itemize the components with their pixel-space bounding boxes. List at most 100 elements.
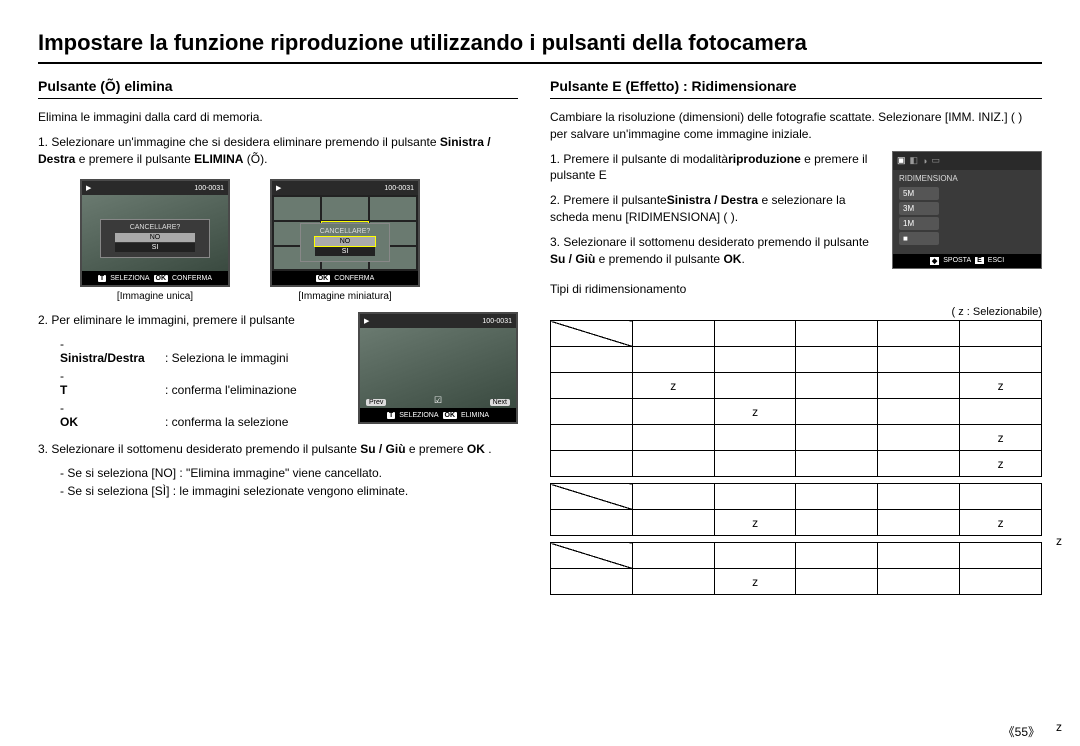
r-step2-bold: Sinistra / Destra	[667, 193, 758, 207]
menu-title: RIDIMENSIONA	[893, 170, 1041, 185]
table-header-cell	[632, 543, 714, 569]
table-cell: z	[960, 425, 1042, 451]
resize-menu-lcd: ▣ ◧ ◑ ▭ RIDIMENSIONA 5M 3M 1M ■ ◆ SPOS	[892, 151, 1042, 269]
r-step1-pre: 1. Premere il pulsante di modalità	[550, 152, 728, 166]
r-step3: 3. Selezionare il sottomenu desiderato p…	[550, 234, 884, 268]
table-header-cell	[551, 321, 633, 347]
table-cell	[796, 569, 878, 595]
table-cell	[796, 451, 878, 477]
table-header-cell	[714, 484, 796, 510]
stray-z-1: z	[1056, 534, 1062, 548]
tab-icon-1: ▣	[897, 155, 906, 166]
play-icon: ▶	[364, 317, 369, 325]
table-cell	[878, 510, 960, 536]
page-title: Impostare la funzione riproduzione utili…	[38, 30, 1042, 64]
menu-label-move: SPOSTA	[943, 257, 971, 264]
thumbnail-grid: CANCELLARE? NO SI	[272, 195, 418, 271]
step1: 1. Selezionare un'immagine che si deside…	[38, 134, 518, 168]
table-cell	[960, 399, 1042, 425]
table-cell	[632, 451, 714, 477]
lcd-thumb-block: ▶ 100-0031 CANCELLARE? NO SI	[270, 179, 420, 302]
menu-item-0: 5M	[899, 187, 939, 200]
lcd-thumb: ▶ 100-0031 CANCELLARE? NO SI	[270, 179, 420, 287]
prev-label: Prev	[366, 399, 386, 406]
r-step3-bold2: OK	[723, 252, 741, 266]
lcd-single: ▶ 100-0031 CANCELLARE? NO SI T SELEZIONA	[80, 179, 230, 287]
r-step1: 1. Premere il pulsante di modalitàriprod…	[550, 151, 884, 185]
r-step3-bold: Su / Giù	[550, 252, 595, 266]
step3-item-b: Se si seleziona [SÌ] : le immagini selez…	[60, 484, 518, 498]
table-cell	[551, 510, 633, 536]
step2-b-val: : conferma l'eliminazione	[165, 383, 297, 397]
menu-item-2: 1M	[899, 217, 939, 230]
table-cell	[714, 425, 796, 451]
table-header-cell	[796, 321, 878, 347]
table-cell	[796, 425, 878, 451]
stray-z-2: z	[1056, 720, 1062, 734]
label-seleziona: SELEZIONA	[110, 275, 149, 282]
r-step3-pre: 3. Selezionare il sottomenu desiderato p…	[550, 235, 869, 249]
table-cell	[632, 347, 714, 373]
table-cell: z	[714, 510, 796, 536]
r-step1-bold: riproduzione	[728, 152, 801, 166]
table-cell	[796, 347, 878, 373]
table-cell	[632, 399, 714, 425]
right-intro: Cambiare la risoluzione (dimensioni) del…	[550, 109, 1042, 143]
menu-items: 5M 3M 1M ■	[893, 187, 1041, 245]
table-cell	[632, 569, 714, 595]
check-icon: ☑	[434, 395, 442, 406]
step3-bold: Su / Giù	[360, 442, 405, 456]
file-number: 100-0031	[384, 185, 414, 192]
step1-pre: 1. Selezionare un'immagine che si deside…	[38, 135, 440, 149]
table-cell	[878, 451, 960, 477]
table-header-cell	[796, 484, 878, 510]
step3-post: e premere	[409, 442, 467, 456]
table-cell	[960, 569, 1042, 595]
dialog-question: CANCELLARE?	[105, 224, 205, 231]
table-cell: z	[960, 373, 1042, 399]
table-cell	[796, 399, 878, 425]
table-header-cell	[551, 543, 633, 569]
table-cell	[796, 373, 878, 399]
table-cell	[551, 399, 633, 425]
dialog-opt-no: NO	[115, 233, 195, 242]
table-header-cell	[878, 543, 960, 569]
step1-mid: e premere il pulsante	[79, 152, 194, 166]
step2-a-key: Sinistra/Destra	[60, 351, 165, 365]
table-cell	[878, 425, 960, 451]
step1-post: (Õ).	[247, 152, 268, 166]
table-cell: z	[960, 510, 1042, 536]
label-elimina: ELIMINA	[461, 412, 489, 419]
table-cell	[878, 347, 960, 373]
tab-icon-4: ▭	[931, 155, 940, 166]
table-cell	[878, 373, 960, 399]
menu-lcd-wrap: ▣ ◧ ◑ ▭ RIDIMENSIONA 5M 3M 1M ■ ◆ SPOS	[892, 151, 1042, 269]
step2-c-key: OK	[60, 415, 165, 429]
menu-key-move: ◆	[930, 257, 939, 265]
table-header-cell	[714, 543, 796, 569]
dialog-question2: CANCELLARE?	[305, 228, 385, 235]
table-cell	[551, 373, 633, 399]
r-step2: 2. Premere il pulsanteSinistra / Destra …	[550, 192, 884, 226]
table-header-cell	[878, 321, 960, 347]
key-t: T	[98, 275, 106, 282]
tab-icon-2: ◧	[910, 155, 919, 166]
table-header-cell	[796, 543, 878, 569]
table-cell	[551, 569, 633, 595]
resize-table: zz	[550, 483, 1042, 536]
step3-list: Se si seleziona [NO] : "Elimina immagine…	[38, 466, 518, 498]
resize-table: zzzzz	[550, 320, 1042, 477]
table-header-cell	[714, 321, 796, 347]
label-seleziona3: SELEZIONA	[399, 412, 438, 419]
caption-thumb: [Immagine miniatura]	[270, 291, 420, 302]
table-cell: z	[632, 373, 714, 399]
table-header-cell	[632, 484, 714, 510]
table-cell	[551, 451, 633, 477]
dialog-opt-no2: NO	[315, 237, 375, 246]
menu-item-1: 3M	[899, 202, 939, 215]
resize-tables: zzzzzzzz	[550, 320, 1042, 595]
step2-b-key: T	[60, 383, 165, 397]
step1-bold2: ELIMINA	[194, 152, 243, 166]
table-cell: z	[714, 569, 796, 595]
lcd-bottom-bar2: OK CONFERMA	[272, 271, 418, 285]
